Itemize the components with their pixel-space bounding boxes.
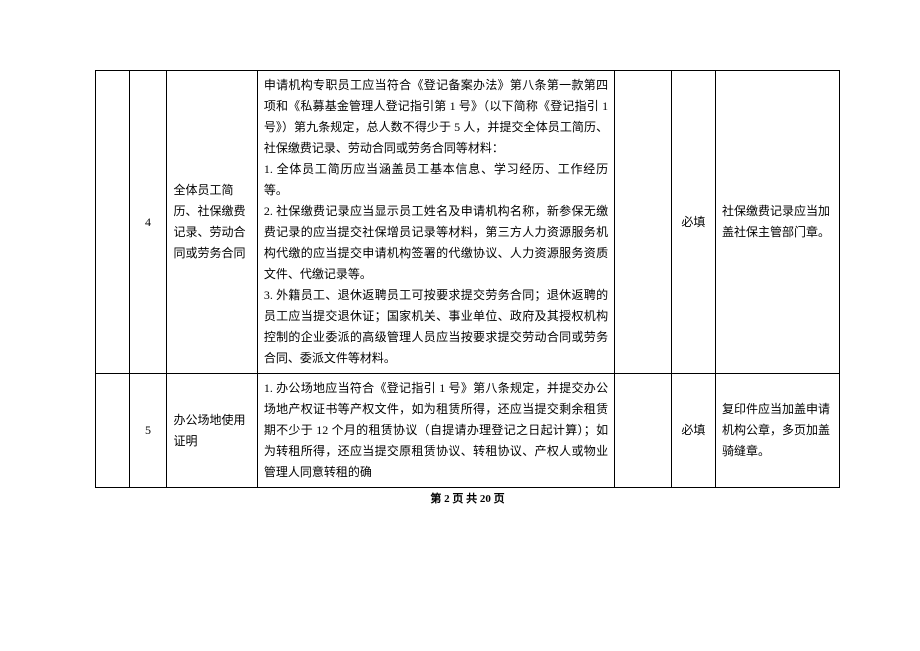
- requirements-table: 4 全体员工简历、社保缴费记录、劳动合同或劳务合同 申请机构专职员工应当符合《登…: [95, 70, 840, 488]
- cell-blank: [96, 374, 130, 488]
- cell-description: 申请机构专职员工应当符合《登记备案办法》第八条第一款第四项和《私募基金管理人登记…: [257, 71, 614, 374]
- document-page: 4 全体员工简历、社保缴费记录、劳动合同或劳务合同 申请机构专职员工应当符合《登…: [0, 0, 920, 506]
- cell-item-name: 全体员工简历、社保缴费记录、劳动合同或劳务合同: [167, 71, 257, 374]
- cell-index: 5: [129, 374, 167, 488]
- table-body: 4 全体员工简历、社保缴费记录、劳动合同或劳务合同 申请机构专职员工应当符合《登…: [96, 71, 840, 488]
- cell-blank2: [615, 71, 672, 374]
- table-row: 4 全体员工简历、社保缴费记录、劳动合同或劳务合同 申请机构专职员工应当符合《登…: [96, 71, 840, 374]
- cell-required: 必填: [671, 374, 715, 488]
- cell-blank: [96, 71, 130, 374]
- cell-required: 必填: [671, 71, 715, 374]
- cell-blank2: [615, 374, 672, 488]
- cell-index: 4: [129, 71, 167, 374]
- cell-note: 社保缴费记录应当加盖社保主管部门章。: [715, 71, 839, 374]
- cell-description: 1. 办公场地应当符合《登记指引 1 号》第八条规定，并提交办公场地产权证书等产…: [257, 374, 614, 488]
- cell-item-name: 办公场地使用证明: [167, 374, 257, 488]
- cell-note: 复印件应当加盖申请机构公章，多页加盖骑缝章。: [715, 374, 839, 488]
- page-footer: 第 2 页 共 20 页: [95, 490, 840, 506]
- table-row: 5 办公场地使用证明 1. 办公场地应当符合《登记指引 1 号》第八条规定，并提…: [96, 374, 840, 488]
